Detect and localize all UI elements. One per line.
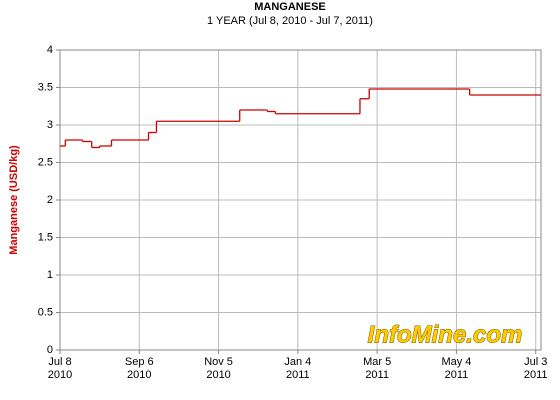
y-tick-label: 1 [47, 269, 53, 281]
x-tick-label: Mar 5 [363, 356, 391, 368]
y-tick-label: 1.5 [38, 231, 53, 243]
y-tick-label: 3 [47, 119, 53, 131]
x-tick-label: 2011 [524, 369, 548, 381]
y-tick-label: 0.5 [38, 306, 53, 318]
x-tick-label: Sep 6 [125, 356, 154, 368]
chart-title: MANGANESE [254, 1, 326, 13]
y-tick-label: 3.5 [38, 81, 53, 93]
x-tick-label: 2011 [286, 369, 310, 381]
x-tick-label: 2010 [48, 369, 72, 381]
plot-border [59, 49, 542, 351]
watermark: InfoMine.com [368, 321, 523, 348]
x-tick-label: 2011 [365, 369, 389, 381]
x-tick-label: Jul 8 [48, 356, 71, 368]
y-tick-label: 0 [47, 344, 53, 356]
y-tick-label: 2.5 [38, 156, 53, 168]
y-tick-label: 4 [47, 44, 53, 56]
x-tick-label: Jan 4 [284, 356, 311, 368]
y-axis-label: Manganese (USD/kg) [8, 145, 20, 255]
y-tick-label: 2 [47, 194, 53, 206]
x-tick-label: 2010 [127, 369, 151, 381]
x-tick-label: May 4 [441, 356, 471, 368]
chart-subtitle: 1 YEAR (Jul 8, 2010 - Jul 7, 2011) [207, 15, 373, 27]
x-tick-label: 2011 [445, 369, 469, 381]
x-tick-label: Jul 3 [524, 356, 547, 368]
x-tick-label: Nov 5 [204, 356, 233, 368]
x-tick-label: 2010 [206, 369, 230, 381]
